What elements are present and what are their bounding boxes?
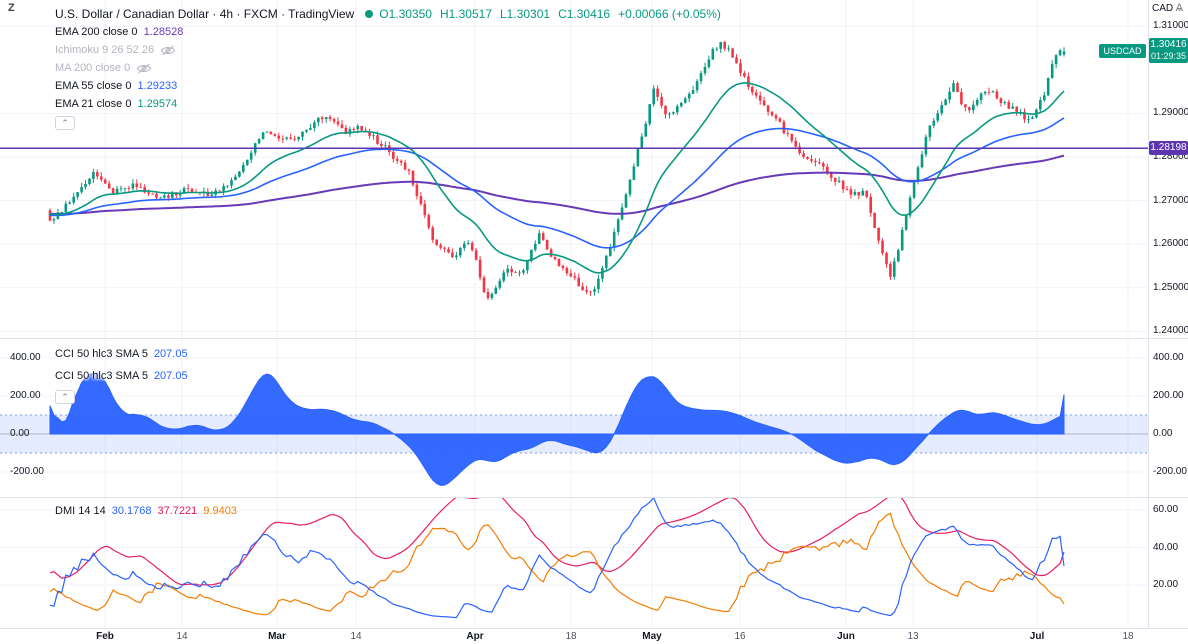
cci-collapse-button[interactable]: ⌃	[55, 390, 75, 404]
indicator-label: CCI 50 hlc3 SMA 5	[55, 370, 148, 382]
legend-collapse-button[interactable]: ⌃	[55, 116, 75, 130]
time-axis-label: 14	[350, 631, 362, 642]
indicator-label: MA 200 close 0	[55, 62, 131, 74]
time-axis-label: Mar	[268, 631, 286, 642]
time-axis-label: Jul	[1029, 631, 1045, 642]
cci-axis-label-right: 0.00	[1153, 428, 1173, 439]
dmi-minus-di-value: 9.9403	[203, 505, 237, 517]
indicator-label: EMA 200 close 0	[55, 26, 138, 38]
cci-pane: CCI 50 hlc3 SMA 5 207.05 CCI 50 hlc3 SMA…	[0, 339, 1188, 497]
last-price-badge: 1.30416 01:29:35	[1149, 38, 1188, 63]
indicator-row-dmi[interactable]: DMI 14 14 30.1768 37.7221 9.9403	[55, 502, 237, 520]
indicator-row-ema200[interactable]: EMA 200 close 0 1.28528	[55, 23, 721, 41]
price-chart-canvas[interactable]	[0, 0, 1148, 338]
indicator-row-cci-2[interactable]: CCI 50 hlc3 SMA 5 207.05	[55, 365, 188, 387]
price-axis-label: 1.27000	[1153, 194, 1188, 206]
price-axis-label: 1.28000	[1153, 150, 1188, 162]
cci-axis-label-left: 0.00	[10, 428, 30, 439]
indicator-label: DMI 14 14	[55, 505, 106, 517]
price-axis-label: 1.29000	[1153, 107, 1188, 119]
time-axis-label: Apr	[466, 631, 484, 642]
dmi-pane: DMI 14 14 30.1768 37.7221 9.9403 60.00 40…	[0, 498, 1188, 628]
indicator-value: 207.05	[153, 370, 188, 382]
corner-right-glyph: A	[1175, 2, 1183, 14]
indicator-row-ma200[interactable]: MA 200 close 0	[55, 59, 721, 77]
dmi-chart-canvas[interactable]	[0, 498, 1148, 628]
indicator-label: EMA 21 close 0	[55, 98, 132, 110]
symbol-row[interactable]: U.S. Dollar / Canadian Dollar · 4h · FXC…	[55, 4, 721, 23]
cci-axis-label-right: 400.00	[1153, 352, 1184, 363]
indicator-row-ema21[interactable]: EMA 21 close 0 1.29574	[55, 95, 721, 113]
visibility-off-icon[interactable]	[160, 45, 176, 56]
price-axis-label: 1.25000	[1153, 281, 1188, 293]
corner-left-glyph: Z	[8, 2, 15, 14]
ohlc-values: O1.30350 H1.30517 L1.30301 C1.30416 +0.0…	[379, 7, 721, 21]
dmi-axis-label: 40.00	[1153, 541, 1179, 553]
market-status-icon[interactable]	[365, 9, 374, 18]
indicator-value: 1.28528	[143, 26, 184, 38]
cci-axis-label-left: -200.00	[10, 466, 44, 477]
time-axis-label: Jun	[837, 631, 855, 642]
dmi-adx-value: 37.7221	[157, 505, 198, 517]
ohlc-low: L1.30301	[500, 6, 551, 21]
time-axis-label: May	[642, 631, 662, 642]
ohlc-high: H1.30517	[439, 6, 492, 21]
indicator-row-cci-1[interactable]: CCI 50 hlc3 SMA 5 207.05	[55, 343, 188, 365]
cci-axis-label-left: 200.00	[10, 390, 41, 401]
time-axis-label: 18	[1122, 631, 1134, 642]
indicator-value: 1.29233	[137, 80, 178, 92]
indicator-row-ema55[interactable]: EMA 55 close 0 1.29233	[55, 77, 721, 95]
indicator-label: CCI 50 hlc3 SMA 5	[55, 348, 148, 360]
cci-chart-canvas[interactable]	[0, 339, 1148, 497]
ohlc-open: O1.30350	[379, 6, 432, 21]
indicators-legend: U.S. Dollar / Canadian Dollar · 4h · FXC…	[55, 4, 721, 130]
indicator-value: 207.05	[153, 348, 188, 360]
cci-axis-label-right: -200.00	[1153, 466, 1187, 477]
dmi-plus-di-value: 30.1768	[111, 505, 152, 517]
visibility-off-icon[interactable]	[136, 63, 152, 74]
indicator-value: 1.29574	[137, 98, 178, 110]
time-axis-label: 16	[734, 631, 746, 642]
indicator-label: EMA 55 close 0	[55, 80, 132, 92]
price-pane: U.S. Dollar / Canadian Dollar · 4h · FXC…	[0, 0, 1188, 338]
last-price-value: 1.30416	[1150, 39, 1187, 50]
time-axis-label: Feb	[96, 631, 114, 642]
dmi-axis-label: 60.00	[1153, 504, 1179, 515]
price-scale-border	[1148, 0, 1149, 628]
price-axis-label: 1.26000	[1153, 238, 1188, 250]
indicator-row-ichimoku[interactable]: Ichimoku 9 26 52 26	[55, 41, 721, 59]
pane-separator[interactable]	[0, 497, 1188, 498]
symbol-title[interactable]: U.S. Dollar / Canadian Dollar · 4h · FXC…	[55, 6, 355, 21]
indicator-label: Ichimoku 9 26 52 26	[55, 44, 155, 56]
currency-label: CAD	[1152, 3, 1174, 14]
pane-separator[interactable]	[0, 338, 1188, 339]
dmi-legend: DMI 14 14 30.1768 37.7221 9.9403	[55, 502, 237, 520]
dmi-axis-label: 20.00	[1153, 579, 1179, 590]
cci-legend: CCI 50 hlc3 SMA 5 207.05 CCI 50 hlc3 SMA…	[55, 343, 188, 404]
price-axis-label: 1.24000	[1153, 325, 1188, 337]
caret-down-icon: ⌄	[1176, 4, 1183, 13]
time-axis[interactable]: Feb 14 Mar 14 Apr 18 May 16 Jun 13 Jul 18	[0, 628, 1188, 644]
time-axis-label: 13	[907, 631, 919, 642]
symbol-price-tag: USDCAD	[1099, 44, 1146, 58]
time-axis-label: 14	[176, 631, 188, 642]
cci-axis-label-left: 400.00	[10, 352, 41, 363]
hline-price-badge: 1.28198	[1149, 141, 1188, 155]
ohlc-change: +0.00066 (+0.05%)	[618, 6, 721, 21]
time-axis-label: 18	[565, 631, 577, 642]
ohlc-close: C1.30416	[558, 6, 611, 21]
price-scale-currency[interactable]: CAD ⌄	[1152, 3, 1183, 14]
cci-axis-label-right: 200.00	[1153, 390, 1184, 401]
bar-countdown: 01:29:35	[1150, 51, 1187, 61]
price-axis-label: 1.31000	[1153, 20, 1188, 32]
